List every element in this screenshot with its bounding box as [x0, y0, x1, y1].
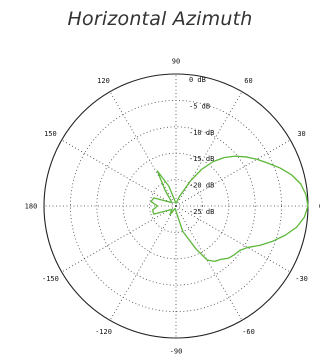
angle-tick-label: -30 [295, 275, 308, 283]
angle-tick-label: -90 [170, 348, 183, 356]
chart-title: Horizontal Azimuth [67, 8, 253, 30]
db-tick-label: -5 dB [189, 102, 210, 110]
polar-grid [43, 73, 309, 339]
db-tick-label: -10 dB [189, 129, 214, 137]
grid-spoke-11 [109, 91, 177, 207]
db-tick-label: -20 dB [189, 182, 214, 190]
angle-tick-label: 180 [25, 203, 38, 211]
grid-spoke-8 [61, 205, 177, 273]
angle-tick-label: 0 [319, 203, 320, 211]
grid-spoke-7 [109, 205, 177, 321]
db-tick-label: 0 dB [189, 76, 206, 84]
db-tick-label: -25 dB [189, 208, 214, 216]
angle-tick-label: 30 [297, 130, 305, 138]
angle-tick-label: -150 [42, 275, 59, 283]
grid-spoke-2 [175, 139, 291, 207]
angle-tick-label: 60 [244, 77, 252, 85]
grid-ring-2 [96, 126, 256, 286]
angle-tick-label: 120 [97, 77, 110, 85]
angle-tick-label: 90 [172, 58, 180, 66]
angle-tick-label: -60 [242, 328, 255, 336]
db-tick-label: -15 dB [189, 155, 214, 163]
pattern-series [150, 155, 309, 263]
angle-tick-label: -120 [95, 328, 112, 336]
pattern-line [150, 155, 309, 263]
grid-spoke-5 [175, 205, 243, 321]
grid-ring-4 [149, 179, 203, 233]
angle-tick-label: 150 [44, 130, 57, 138]
polar-labels: 90 60 30 0 -30 -60 -90 -120 -150 180 150 120 0 dB -5 … [25, 58, 320, 356]
